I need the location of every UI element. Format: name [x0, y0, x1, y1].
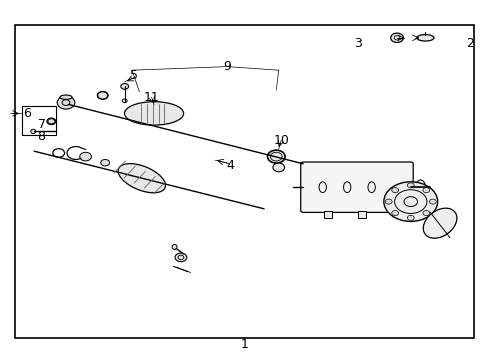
Circle shape: [80, 152, 91, 161]
Circle shape: [407, 183, 413, 188]
Bar: [15, 25, 473, 338]
Ellipse shape: [118, 164, 165, 193]
Text: 5: 5: [130, 69, 138, 82]
Circle shape: [383, 182, 437, 221]
Circle shape: [422, 188, 429, 193]
Ellipse shape: [423, 208, 456, 238]
Text: 1: 1: [240, 338, 248, 351]
Text: 7: 7: [38, 118, 45, 131]
Text: 6: 6: [23, 107, 31, 120]
Text: 2: 2: [466, 37, 473, 50]
Circle shape: [391, 188, 398, 193]
Text: 11: 11: [143, 91, 159, 104]
Text: 4: 4: [225, 159, 233, 172]
Circle shape: [57, 96, 75, 109]
Ellipse shape: [31, 129, 36, 134]
FancyBboxPatch shape: [357, 211, 365, 218]
Text: 9: 9: [223, 60, 231, 73]
Circle shape: [407, 215, 413, 220]
Ellipse shape: [121, 84, 128, 89]
Text: 10: 10: [273, 134, 288, 147]
FancyBboxPatch shape: [323, 211, 331, 218]
Ellipse shape: [47, 118, 56, 125]
Text: 8: 8: [38, 130, 45, 143]
Ellipse shape: [416, 35, 433, 41]
Text: 3: 3: [353, 37, 361, 50]
FancyBboxPatch shape: [300, 162, 412, 212]
Ellipse shape: [101, 159, 109, 166]
Circle shape: [272, 163, 284, 172]
Circle shape: [391, 211, 398, 216]
Circle shape: [422, 211, 429, 216]
Circle shape: [175, 253, 186, 262]
Ellipse shape: [97, 91, 108, 99]
Circle shape: [385, 199, 391, 204]
Circle shape: [428, 199, 435, 204]
Circle shape: [390, 33, 403, 42]
Ellipse shape: [60, 95, 72, 99]
Circle shape: [267, 150, 285, 163]
Bar: [22, 106, 56, 135]
Ellipse shape: [172, 244, 177, 249]
Ellipse shape: [124, 102, 183, 125]
